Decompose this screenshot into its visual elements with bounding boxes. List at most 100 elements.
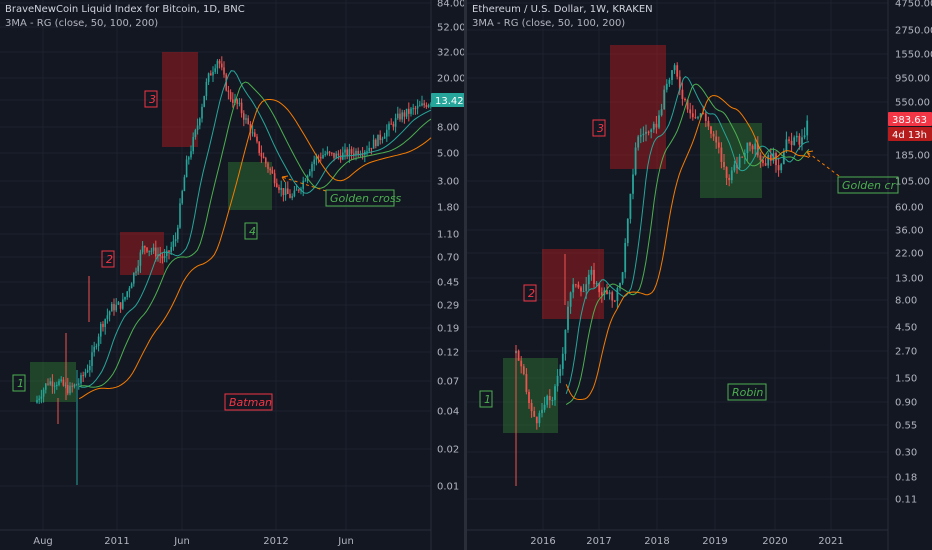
y-tick-label: 1.10	[437, 230, 459, 241]
y-tick-label: 1550.00	[895, 50, 932, 61]
annotation-box	[12, 374, 26, 392]
annotation-label: 2	[528, 287, 535, 300]
candle-body	[730, 170, 733, 181]
left-chart-canvas[interactable]: 84.0052.0032.0020.0013.008.005.003.001.8…	[0, 0, 465, 550]
candle-body	[271, 170, 274, 174]
candle-body	[295, 189, 298, 191]
candle-body	[517, 350, 520, 361]
left-chart-panel[interactable]: 84.0052.0032.0020.0013.008.005.003.001.8…	[0, 0, 465, 550]
candle-body	[326, 151, 329, 154]
candle-body	[102, 323, 104, 328]
right-chart-canvas[interactable]: 4750.00 2750.00 1550.00 950.00 550.00 185.00 1…	[467, 0, 932, 550]
candle-body	[694, 117, 697, 119]
candle-body	[247, 118, 249, 125]
candle-body	[780, 164, 783, 171]
candle-body	[621, 272, 624, 283]
y-tick-label: 0.07	[437, 377, 459, 388]
candle-body	[715, 136, 718, 143]
candle-body	[216, 60, 219, 69]
candle-body	[655, 123, 658, 128]
candle-body	[280, 188, 282, 190]
candle-body	[423, 103, 425, 106]
candle-body	[559, 368, 562, 376]
candle-body	[258, 141, 260, 153]
candle-body	[203, 95, 205, 107]
x-tick-label: Jun	[337, 536, 354, 547]
candle-body	[647, 131, 650, 133]
y-tick-label: 8.00	[895, 296, 917, 307]
panel-divider[interactable]	[464, 0, 467, 550]
annotation-box	[101, 250, 115, 268]
candle-body	[155, 247, 157, 257]
candle-body	[273, 173, 276, 184]
candle-body	[785, 139, 788, 152]
candle-body	[556, 375, 559, 387]
candle-body	[69, 385, 71, 394]
right-chart-panel[interactable]: 4750.00 2750.00 1550.00 950.00 550.00 185.00 1…	[467, 0, 932, 550]
candle-body	[139, 252, 142, 266]
candle-body	[399, 113, 401, 120]
candle-body	[738, 156, 741, 168]
price-badge-text: 383.63	[892, 115, 927, 126]
candle-body	[746, 142, 749, 154]
candle-body	[388, 123, 390, 130]
annotation-box	[523, 284, 537, 302]
candle-body	[561, 353, 564, 369]
candle-body	[660, 109, 663, 116]
candle-body	[93, 346, 95, 353]
annotation-label: Golden cross	[330, 192, 402, 205]
candle-body	[229, 91, 232, 100]
left-chart-indicator[interactable]: 3MA - RG (close, 50, 100, 200)	[5, 18, 159, 29]
candle-body	[192, 137, 194, 152]
candle-body	[159, 254, 161, 257]
candle-body	[397, 113, 399, 119]
candle-body	[543, 404, 546, 410]
candle-body	[260, 152, 263, 157]
candle-body	[412, 108, 414, 110]
candle-body	[163, 256, 166, 259]
left-chart-title: BraveNewCoin Liquid Index for Bitcoin, 1…	[5, 4, 245, 15]
y-tick-label: 0.11	[895, 495, 917, 506]
candle-body	[128, 288, 131, 292]
annotation-box	[727, 383, 767, 401]
candle-body	[267, 163, 269, 169]
candle-body	[528, 391, 530, 404]
candle-body	[337, 153, 340, 156]
candle-body	[381, 138, 384, 140]
candle-body	[144, 246, 146, 248]
candle-body	[414, 108, 417, 110]
y-tick-label: 36.00	[895, 226, 924, 237]
annotation-box	[592, 119, 606, 137]
candle-body	[104, 319, 106, 328]
x-tick-label: 2020	[762, 536, 787, 547]
candle-body	[790, 140, 793, 145]
candle-body	[702, 113, 705, 115]
right-chart-indicator[interactable]: 3MA - RG (close, 50, 100, 200)	[472, 18, 626, 29]
y-tick-label: 5.00	[437, 149, 459, 160]
candle-body	[611, 292, 614, 301]
x-tick-label: 2011	[104, 536, 129, 547]
annotation-label: 1	[484, 393, 491, 406]
candle-body	[652, 123, 655, 130]
candle-body	[806, 120, 809, 136]
annotation-label: Batman	[229, 396, 272, 409]
y-tick-label: 0.18	[895, 473, 917, 484]
candle-body	[262, 156, 265, 159]
candle-body	[148, 250, 150, 252]
candle-body	[282, 188, 285, 196]
candle-body	[663, 89, 666, 110]
candle-body	[375, 139, 377, 147]
candle-body	[582, 291, 585, 293]
candle-body	[577, 284, 580, 288]
candle-body	[298, 189, 300, 191]
candle-body	[232, 99, 234, 103]
candle-body	[767, 155, 770, 166]
candle-body	[91, 352, 93, 366]
candle-body	[320, 157, 322, 159]
y-tick-label: 950.00	[895, 74, 930, 85]
candle-body	[564, 329, 567, 354]
candle-body	[403, 112, 406, 117]
candle-body	[795, 135, 798, 138]
candle-body	[353, 153, 355, 156]
y-tick-label: 0.19	[437, 324, 459, 335]
